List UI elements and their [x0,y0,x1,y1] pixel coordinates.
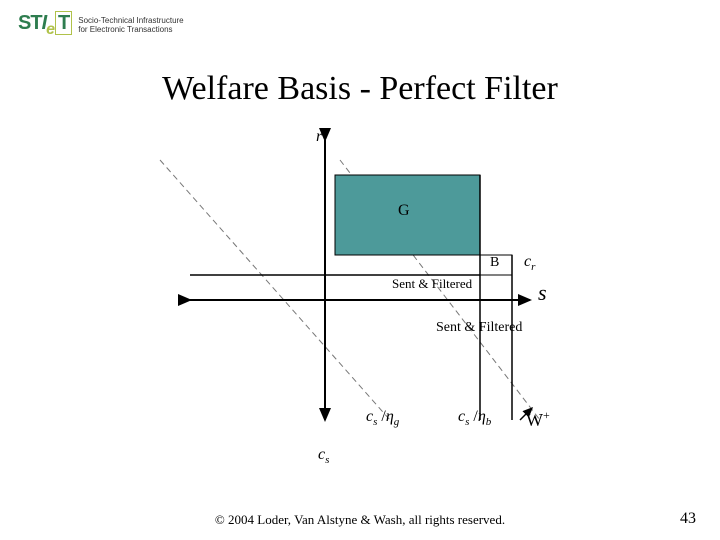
label-cs: cs [318,446,329,466]
logo-tagline: Socio-Technical Infrastructure for Elect… [78,17,183,35]
region-label-b: B [490,255,499,271]
logo-mark: STIeT [18,12,72,39]
page-title: Welfare Basis - Perfect Filter [0,70,720,108]
label-sent-filtered-1: Sent & Filtered [392,276,472,292]
copyright-footer: © 2004 Loder, Van Alstyne & Wash, all ri… [0,512,720,528]
welfare-diagram: r G B cr s Sent & Filtered Sent & Filter… [100,120,620,470]
label-cs-over-eta-b: cs /ηb [458,408,491,428]
axis-label-r: r [316,128,322,146]
page-number: 43 [680,510,696,528]
label-w-plus: W+ [526,408,550,431]
label-cr: cr [524,253,535,273]
axis-label-s: s [538,280,547,306]
logo: STIeT Socio-Technical Infrastructure for… [18,12,184,39]
region-label-g: G [398,202,410,220]
label-sent-filtered-2: Sent & Filtered [436,320,522,336]
label-cs-over-eta-g: cs /ηg [366,408,399,428]
